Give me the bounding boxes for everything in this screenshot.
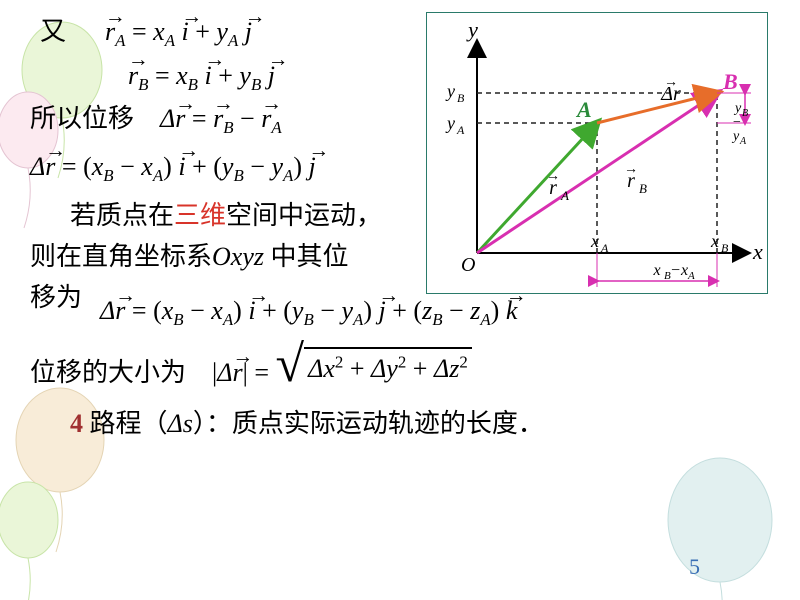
- svg-text:y: y: [733, 101, 742, 116]
- svg-text:A: A: [739, 136, 747, 147]
- text-you: 又: [40, 17, 66, 46]
- svg-text:B: B: [664, 270, 671, 282]
- text-3d: 三维: [174, 201, 226, 230]
- svg-text:r: r: [549, 177, 557, 199]
- svg-text:B: B: [639, 181, 647, 196]
- svg-text:A: A: [687, 270, 695, 282]
- svg-text:y: y: [445, 113, 455, 133]
- svg-text:A: A: [560, 188, 569, 203]
- svg-text:Δr: Δr: [660, 83, 681, 105]
- svg-text:B: B: [457, 91, 465, 105]
- svg-text:A: A: [575, 97, 592, 122]
- svg-text:A: A: [456, 123, 465, 137]
- vector-diagram: xyOABxAxByAyB→rA→rB→ΔrxB−xAyB−yA: [426, 12, 768, 294]
- svg-text:y: y: [731, 129, 740, 144]
- line-magnitude: 位移的大小为 |Δ→r| = √ Δx2 + Δy2 + Δz2: [30, 347, 780, 392]
- text-suoyi: 所以位移: [30, 104, 134, 133]
- text-4: 4: [70, 409, 83, 438]
- svg-text:−: −: [671, 262, 680, 279]
- svg-text:x: x: [652, 262, 660, 279]
- line-path: 4 路程（Δs）：质点实际运动轨迹的长度．: [70, 404, 780, 443]
- svg-text:−: −: [733, 115, 741, 130]
- svg-text:x: x: [710, 231, 719, 251]
- svg-text:B: B: [721, 241, 729, 255]
- svg-text:y: y: [445, 81, 455, 101]
- svg-text:x: x: [590, 231, 599, 251]
- svg-text:y: y: [466, 17, 478, 42]
- svg-text:A: A: [600, 241, 609, 255]
- svg-text:x: x: [680, 262, 688, 279]
- svg-text:B: B: [742, 108, 748, 119]
- svg-text:O: O: [461, 254, 475, 276]
- line-dr-3d: Δ→r = (xB − xA) →i + (yB − yA) →j + (zB …: [100, 291, 780, 333]
- svg-text:B: B: [722, 69, 738, 94]
- svg-text:x: x: [752, 239, 763, 264]
- svg-text:r: r: [627, 170, 635, 192]
- page-number: 5: [689, 554, 700, 580]
